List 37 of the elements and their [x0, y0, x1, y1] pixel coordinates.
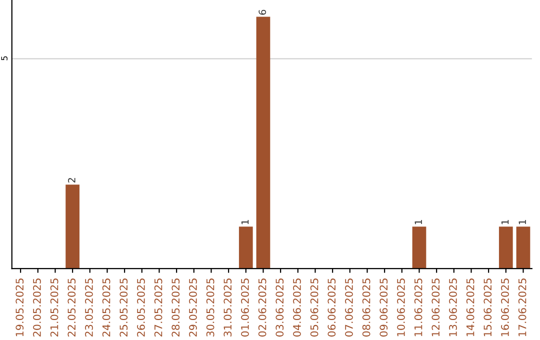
- x-tick-label: 03.06.2025: [276, 278, 284, 337]
- x-tick-label: 27.05.2025: [154, 278, 162, 337]
- x-tick-label: 19.05.2025: [16, 278, 24, 336]
- x-tick-label: 17.06.2025: [518, 278, 526, 336]
- x-tick-label: 22.05.2025: [68, 278, 76, 337]
- x-tick-label: 01.06.2025: [241, 278, 249, 337]
- x-tick-label: 29.05.2025: [189, 278, 197, 337]
- x-tick-label: 02.06.2025: [258, 278, 266, 337]
- data-label: 1: [241, 220, 249, 224]
- x-tick-label: 26.05.2025: [137, 278, 145, 337]
- x-tick-label: 08.06.2025: [362, 278, 370, 337]
- data-label: 1: [501, 220, 509, 224]
- x-tick-label: 07.06.2025: [345, 278, 353, 337]
- data-label: 1: [414, 220, 422, 224]
- x-tick-label: 13.06.2025: [449, 278, 457, 336]
- x-tick-label: 31.05.2025: [224, 278, 232, 336]
- x-tick-label: 06.06.2025: [328, 278, 336, 337]
- x-tick-label: 11.06.2025: [414, 278, 422, 336]
- x-tick-label: 09.06.2025: [380, 278, 388, 337]
- x-tick-label: 24.05.2025: [102, 278, 110, 337]
- data-label: 2: [68, 178, 76, 183]
- x-tick-label: 16.06.2025: [501, 278, 509, 336]
- x-tick-label: 23.05.2025: [85, 278, 93, 337]
- data-label: 6: [258, 10, 266, 15]
- x-tick-label: 30.05.2025: [206, 278, 214, 336]
- x-tick-label: 05.06.2025: [310, 278, 318, 337]
- x-tick-label: 10.06.2025: [397, 278, 405, 336]
- x-tick-label: 28.05.2025: [172, 278, 180, 337]
- y-tick-label: 5: [1, 56, 8, 60]
- x-tick-label: 04.06.2025: [293, 278, 301, 337]
- x-tick-label: 20.05.2025: [33, 278, 41, 337]
- x-tick-label: 12.06.2025: [432, 278, 440, 336]
- x-tick-label: 14.06.2025: [466, 278, 474, 336]
- x-tick-label: 25.05.2025: [120, 278, 128, 337]
- x-tick-label: 15.06.2025: [484, 278, 492, 336]
- data-label: 1: [518, 220, 526, 224]
- x-tick-label: 21.05.2025: [50, 278, 58, 337]
